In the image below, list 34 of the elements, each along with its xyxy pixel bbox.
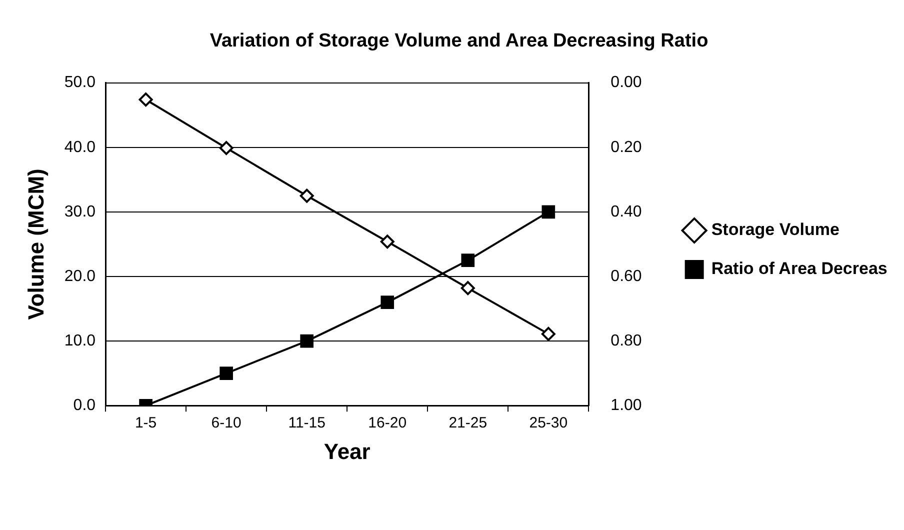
y-tick-label: 0.0	[73, 397, 96, 414]
y-tick-label: 10.0	[64, 332, 96, 350]
x-tick-label: 11-15	[288, 414, 326, 432]
y-tick-label: 20.0	[64, 268, 96, 285]
y-tick-label: 50.0	[64, 74, 96, 92]
point	[219, 141, 234, 156]
y-tick-label: 40.0	[64, 138, 96, 156]
point	[542, 205, 556, 219]
y2-tick-label: 0.00	[610, 74, 642, 92]
y-axis-title: Volume (MCM)	[23, 168, 48, 320]
chart-title: Variation of Storage Volume and Area Decreasing Ratio	[210, 30, 708, 52]
y-tick-label: 30.0	[64, 203, 96, 220]
point	[138, 92, 153, 107]
x-tick-label: 25-30	[529, 414, 568, 432]
x-axis-title: Year	[324, 438, 371, 464]
point	[300, 188, 314, 203]
y2-tick-label: 0.40	[610, 203, 642, 220]
x-tick-label: 21-25	[448, 414, 488, 432]
point	[380, 234, 394, 249]
x-tick-label: 1-5	[134, 414, 157, 432]
point	[460, 281, 475, 296]
x-tick-label: 16-20	[368, 414, 407, 432]
legend-label: Ratio of Area Decreas	[711, 259, 888, 278]
point	[541, 326, 556, 341]
y2-tick-label: 0.80	[610, 332, 642, 350]
y2-tick-label: 1.00	[610, 397, 642, 414]
y2-tick-label: 0.60	[610, 268, 642, 285]
point	[380, 296, 394, 309]
point	[461, 254, 475, 267]
point	[300, 334, 314, 348]
point	[220, 366, 233, 380]
x-tick-label: 6-10	[211, 414, 242, 432]
legend-label: Storage Volume	[711, 220, 840, 240]
y2-tick-label: 0.20	[610, 138, 642, 156]
